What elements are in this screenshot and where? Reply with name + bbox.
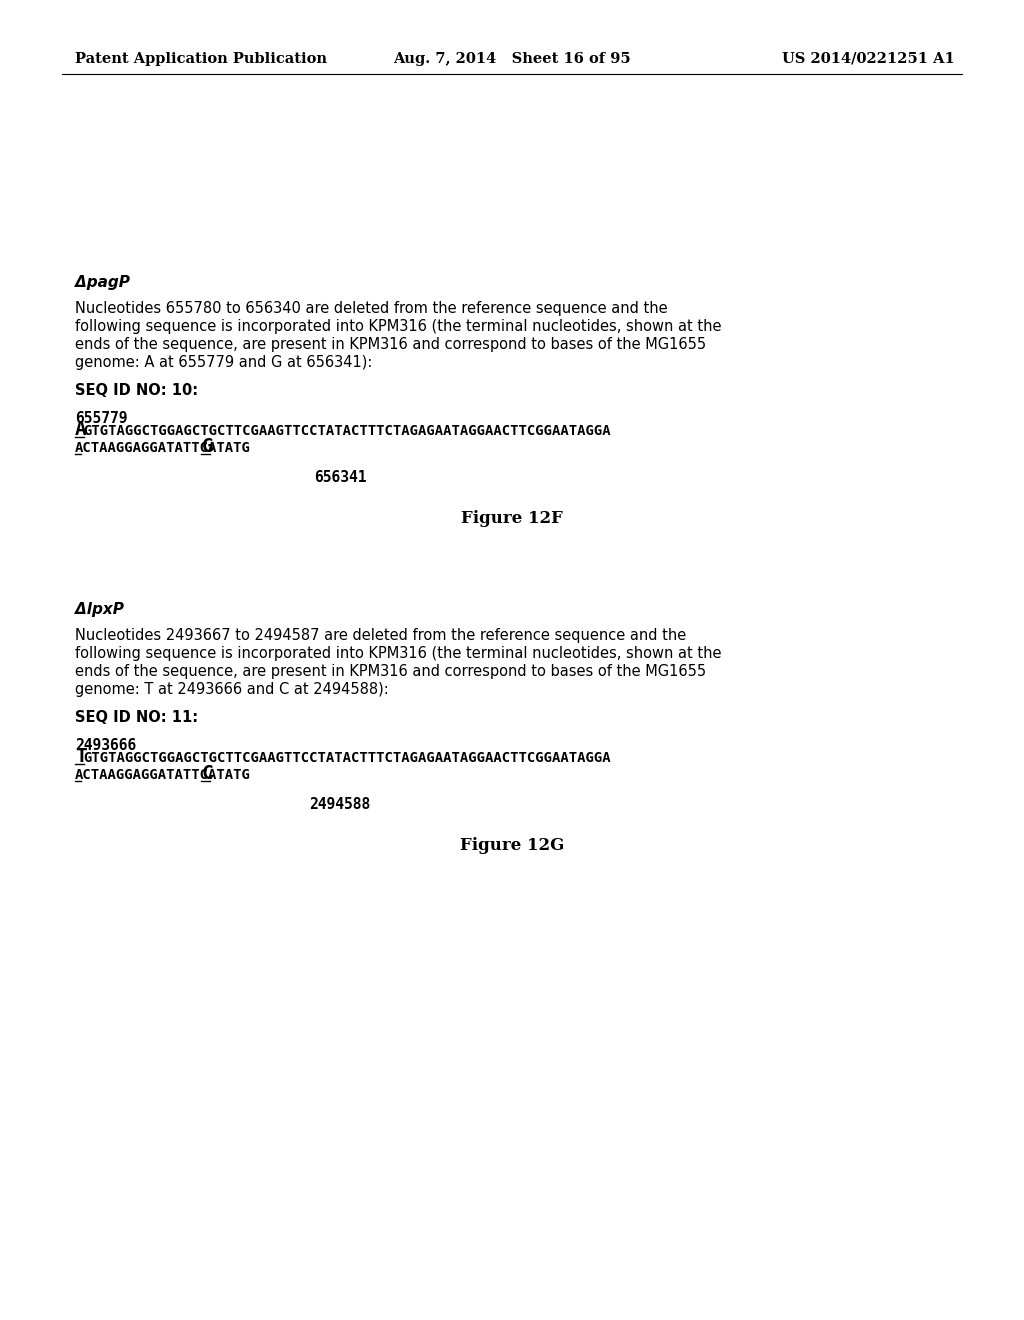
Text: Figure 12G: Figure 12G [460, 837, 564, 854]
Text: ΔpagP: ΔpagP [75, 275, 130, 290]
Text: ends of the sequence, are present in KPM316 and correspond to bases of the MG165: ends of the sequence, are present in KPM… [75, 337, 707, 352]
Text: G: G [202, 437, 213, 455]
Text: US 2014/0221251 A1: US 2014/0221251 A1 [782, 51, 955, 66]
Text: C: C [202, 764, 213, 783]
Text: 656341: 656341 [313, 470, 367, 484]
Text: 2494588: 2494588 [309, 797, 371, 812]
Text: Aug. 7, 2014   Sheet 16 of 95: Aug. 7, 2014 Sheet 16 of 95 [393, 51, 631, 66]
Text: ΔlpxP: ΔlpxP [75, 602, 124, 616]
Text: 655779: 655779 [75, 411, 128, 426]
Text: ACTAAGGAGGATATTCATATG: ACTAAGGAGGATATTCATATG [75, 441, 251, 455]
Text: SEQ ID NO: 11:: SEQ ID NO: 11: [75, 710, 198, 725]
Text: ACTAAGGAGGATATTCATATG: ACTAAGGAGGATATTCATATG [75, 768, 251, 781]
Text: Figure 12F: Figure 12F [461, 510, 563, 527]
Text: GTGTAGGCTGGAGCTGCTTCGAAGTTCCTATACTTTCTAGAGAATAGGAACTTCGGAATAGGA: GTGTAGGCTGGAGCTGCTTCGAAGTTCCTATACTTTCTAG… [84, 751, 611, 766]
Text: SEQ ID NO: 10:: SEQ ID NO: 10: [75, 383, 198, 399]
Text: genome: T at 2493666 and C at 2494588):: genome: T at 2493666 and C at 2494588): [75, 682, 389, 697]
Text: Nucleotides 655780 to 656340 are deleted from the reference sequence and the: Nucleotides 655780 to 656340 are deleted… [75, 301, 668, 315]
Text: genome: A at 655779 and G at 656341):: genome: A at 655779 and G at 656341): [75, 355, 373, 370]
Text: T: T [75, 747, 87, 766]
Text: following sequence is incorporated into KPM316 (the terminal nucleotides, shown : following sequence is incorporated into … [75, 319, 722, 334]
Text: GTGTAGGCTGGAGCTGCTTCGAAGTTCCTATACTTTCTAGAGAATAGGAACTTCGGAATAGGA: GTGTAGGCTGGAGCTGCTTCGAAGTTCCTATACTTTCTAG… [84, 424, 611, 438]
Text: ends of the sequence, are present in KPM316 and correspond to bases of the MG165: ends of the sequence, are present in KPM… [75, 664, 707, 678]
Text: following sequence is incorporated into KPM316 (the terminal nucleotides, shown : following sequence is incorporated into … [75, 645, 722, 661]
Text: Patent Application Publication: Patent Application Publication [75, 51, 327, 66]
Text: Nucleotides 2493667 to 2494587 are deleted from the reference sequence and the: Nucleotides 2493667 to 2494587 are delet… [75, 628, 686, 643]
Text: A: A [75, 420, 87, 440]
Text: 2493666: 2493666 [75, 738, 136, 752]
